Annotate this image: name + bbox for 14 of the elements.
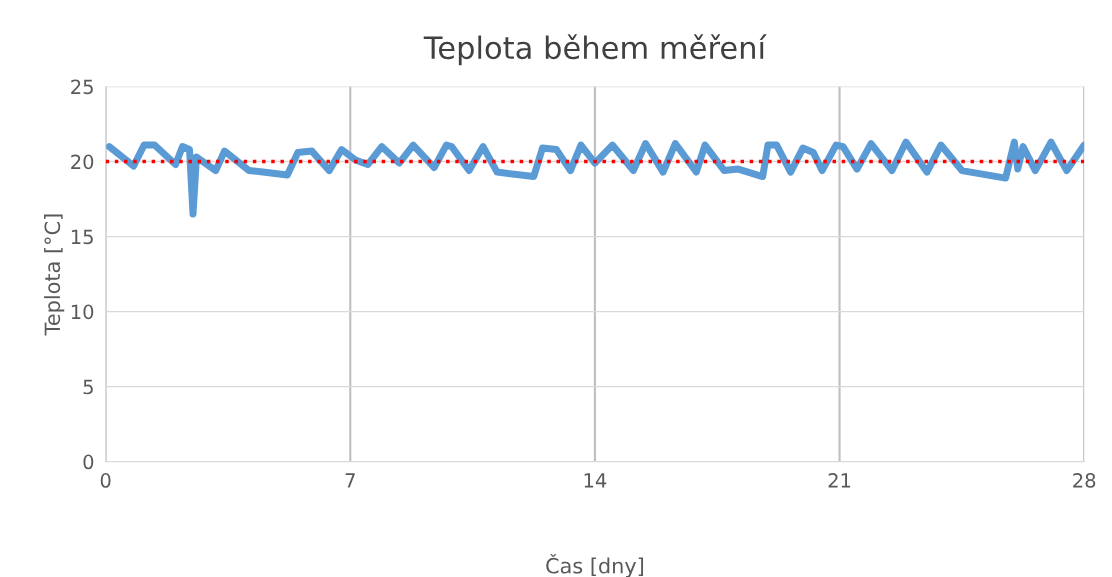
- x-tick-label: 0: [100, 473, 111, 488]
- y-tick-label: 5: [83, 379, 93, 395]
- y-tick-label: 0: [83, 454, 94, 470]
- x-axis-title: Čas [dny]: [546, 554, 644, 577]
- y-tick-label: 20: [71, 154, 94, 170]
- x-tick-label: 14: [584, 473, 607, 488]
- chart-title: Teplota během měření: [423, 34, 767, 66]
- y-tick-label: 15: [71, 229, 93, 245]
- y-axis-title: Teplota [°C]: [44, 214, 65, 336]
- x-tick-label: 28: [1073, 473, 1096, 488]
- y-tick-label: 25: [71, 79, 93, 95]
- x-tick-label: 7: [345, 473, 355, 488]
- y-tick-label: 10: [71, 304, 94, 320]
- x-tick-label: 21: [828, 473, 851, 488]
